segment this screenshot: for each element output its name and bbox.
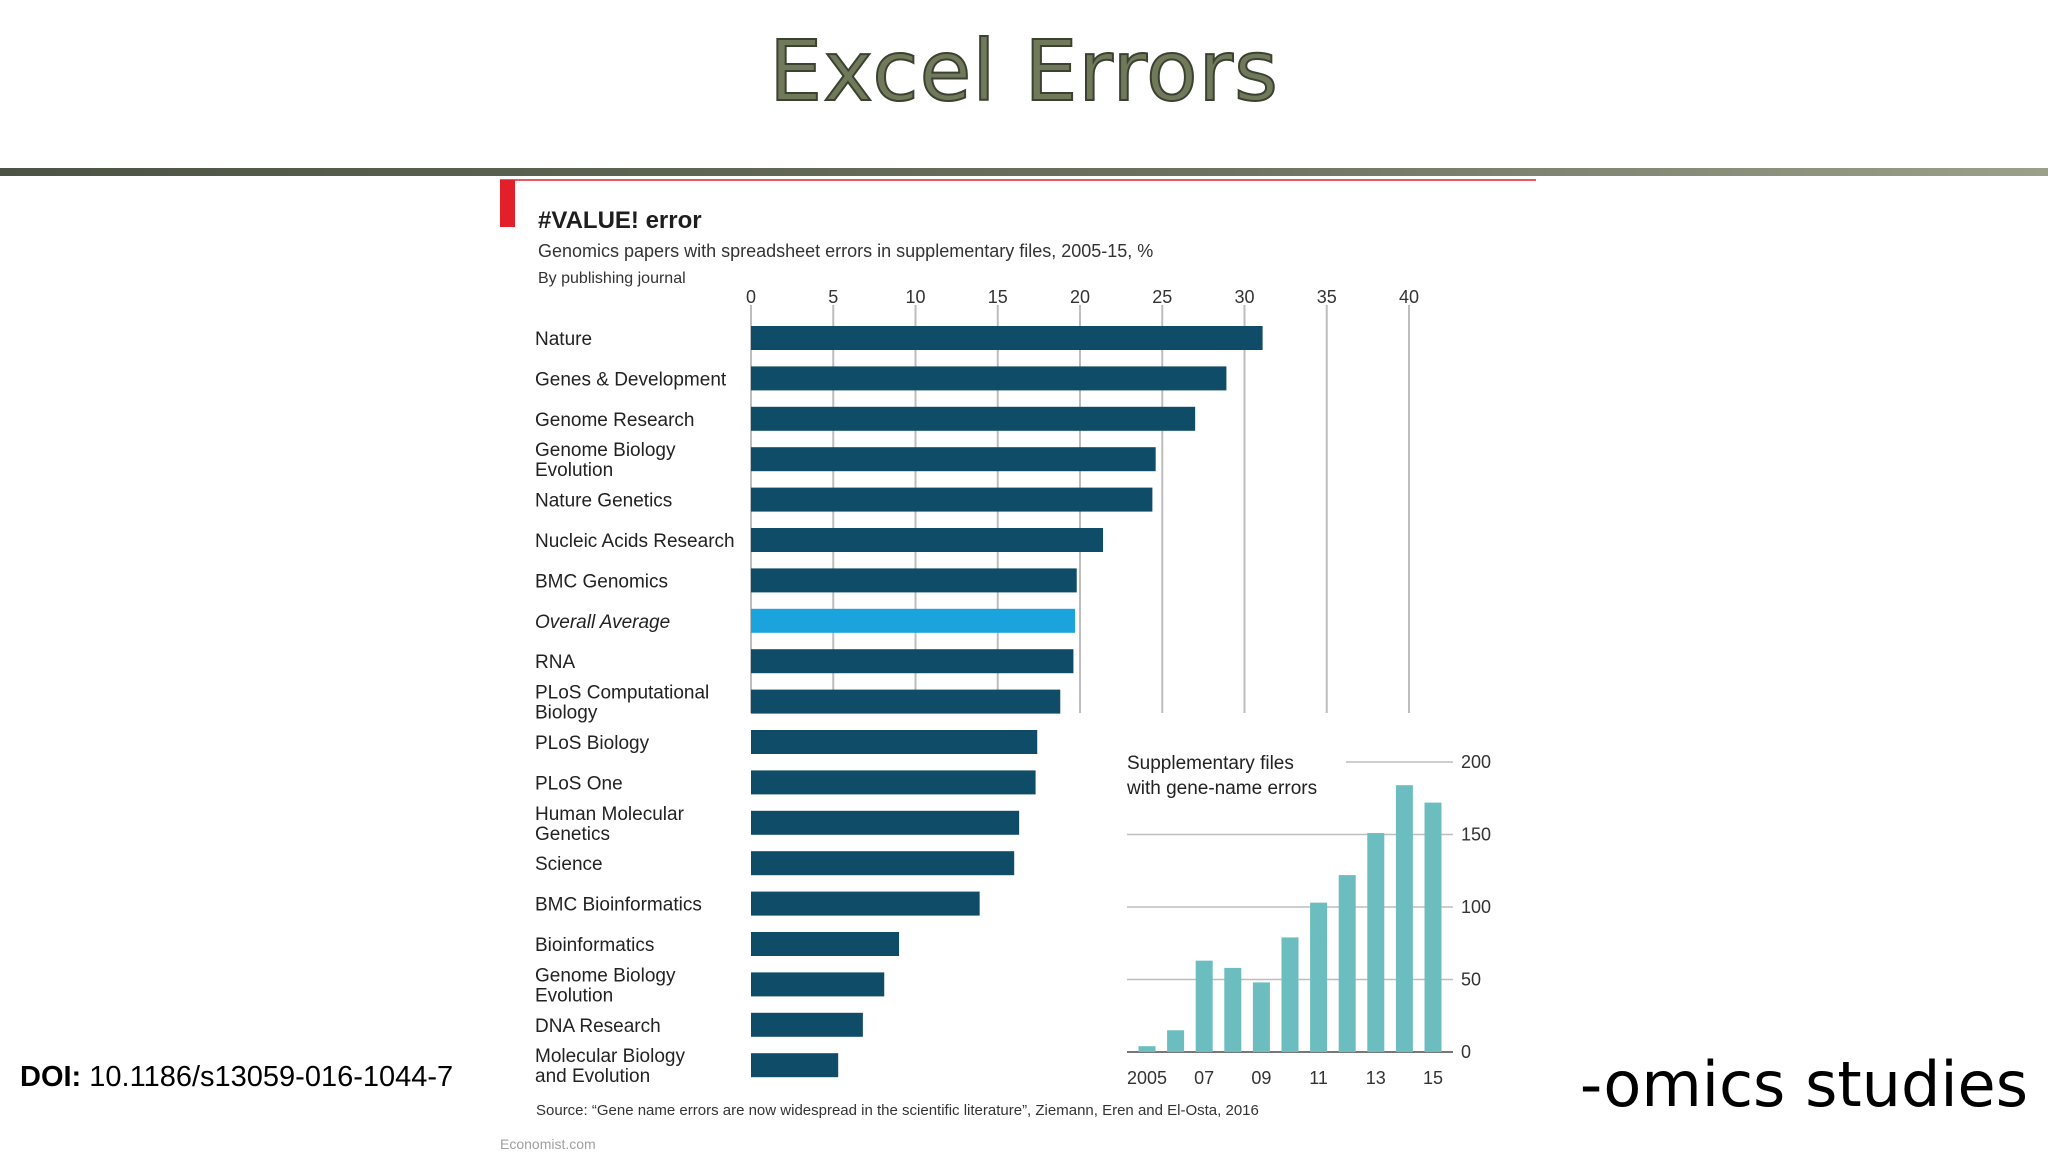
inset-bar <box>1338 875 1356 1052</box>
journal-bar <box>751 568 1077 593</box>
journal-bar <box>751 730 1038 754</box>
category-label: DNA Research <box>535 1016 661 1037</box>
inset-y-tick-label: 50 <box>1461 970 1481 990</box>
category-label: Bioinformatics <box>535 935 654 956</box>
doi-label: DOI: <box>20 1061 82 1093</box>
main-bars <box>751 326 1263 1078</box>
journal-bar <box>751 932 900 956</box>
inset-title-line2: with gene-name errors <box>1126 778 1317 799</box>
main-x-tick-label: 15 <box>988 287 1008 307</box>
inset-bar <box>1138 1046 1156 1052</box>
chart-source: Source: “Gene name errors are now widesp… <box>536 1102 1259 1119</box>
journal-bar <box>751 1053 839 1078</box>
inset-x-tick-label: 07 <box>1194 1068 1214 1088</box>
category-label: Genome Biology Evolution <box>535 965 676 1006</box>
inset-chart: Supplementary files with gene-name error… <box>1110 730 1530 1090</box>
main-x-tick-label: 5 <box>828 287 838 307</box>
inset-x-tick-label: 11 <box>1309 1068 1328 1088</box>
title-divider <box>0 168 2048 176</box>
category-label: PLoS Biology <box>535 733 650 754</box>
category-label: Molecular Biology and Evolution <box>535 1046 685 1087</box>
journal-bar <box>751 649 1074 674</box>
journal-bar <box>751 447 1156 472</box>
inset-bar <box>1395 785 1413 1052</box>
inset-bar <box>1367 833 1385 1052</box>
journal-bar <box>751 487 1153 512</box>
journal-bar <box>751 528 1104 552</box>
main-x-tick-label: 30 <box>1234 287 1254 307</box>
journal-bar <box>751 326 1263 350</box>
category-label: BMC Bioinformatics <box>535 895 702 916</box>
category-label: Nature Genetics <box>535 491 672 512</box>
inset-title-line1: Supplementary files <box>1127 753 1294 774</box>
inset-bar <box>1424 802 1442 1052</box>
main-x-tick-label: 10 <box>905 287 925 307</box>
inset-bars <box>1138 785 1442 1052</box>
inset-x-tick-label: 15 <box>1423 1068 1443 1088</box>
category-label: Nucleic Acids Research <box>535 531 735 552</box>
inset-y-tick-label: 100 <box>1461 897 1491 917</box>
journal-bar <box>751 1012 863 1037</box>
chart-credit: Economist.com <box>500 1136 596 1152</box>
inset-y-tick-labels: 0 50 100 150 200 <box>1461 752 1491 1062</box>
inset-bar <box>1281 937 1299 1052</box>
inset-x-tick-label: 2005 <box>1127 1068 1167 1088</box>
category-label: Genome Research <box>535 410 694 431</box>
inset-bar <box>1310 902 1328 1052</box>
main-x-tick-label: 35 <box>1317 287 1337 307</box>
category-label: Overall Average <box>535 612 670 633</box>
journal-bar <box>751 770 1036 795</box>
category-label: BMC Genomics <box>535 571 668 592</box>
chart-title: #VALUE! error <box>538 207 702 234</box>
category-label: Human Molecular Genetics <box>535 804 685 845</box>
category-label: PLoS Computational Biology <box>535 683 709 724</box>
main-x-tick-label: 0 <box>746 287 756 307</box>
doi-citation: DOI: 10.1186/s13059-016-1044-7 <box>20 1061 453 1094</box>
main-x-tick-label: 20 <box>1070 287 1090 307</box>
inset-bar <box>1224 967 1242 1052</box>
inset-x-tick-label: 13 <box>1366 1068 1386 1088</box>
chart-accent-bar <box>500 180 515 227</box>
category-label: Science <box>535 854 603 875</box>
inset-y-tick-label: 200 <box>1461 752 1491 772</box>
category-label: Genome Biology Evolution <box>535 440 676 481</box>
journal-bar <box>751 851 1015 876</box>
journal-bar <box>751 972 885 997</box>
chart-subtitle-2: By publishing journal <box>538 270 686 287</box>
doi-value: 10.1186/s13059-016-1044-7 <box>89 1061 454 1093</box>
journal-bar <box>751 689 1061 714</box>
category-label: PLoS One <box>535 773 623 794</box>
category-label: RNA <box>535 652 575 673</box>
inset-y-tick-label: 0 <box>1461 1042 1471 1062</box>
inset-y-tick-label: 150 <box>1461 825 1491 845</box>
journal-bar <box>751 810 1020 835</box>
main-category-labels: Nature Genes & Development Genome Research… <box>535 329 735 1087</box>
main-x-tick-labels: 0 5 10 15 20 25 30 35 40 <box>746 287 1419 307</box>
main-x-tick-label: 40 <box>1399 287 1419 307</box>
category-label: Genes & Development <box>535 369 727 390</box>
omics-studies-caption: -omics studies <box>1579 1048 2028 1121</box>
journal-bar <box>751 406 1196 431</box>
journal-bar <box>751 891 980 916</box>
inset-x-tick-label: 09 <box>1251 1068 1271 1088</box>
chart-subtitle: Genomics papers with spreadsheet errors … <box>538 241 1153 261</box>
main-x-tick-label: 25 <box>1152 287 1172 307</box>
slide-title: Excel Errors <box>768 21 1279 121</box>
category-label: Nature <box>535 329 592 350</box>
inset-bar <box>1195 960 1213 1052</box>
average-bar <box>751 608 1076 633</box>
journal-bar <box>751 366 1227 391</box>
inset-x-tick-labels: 2005 07 09 11 13 15 <box>1127 1068 1443 1088</box>
inset-bar <box>1167 1030 1185 1052</box>
inset-bar <box>1252 982 1270 1052</box>
